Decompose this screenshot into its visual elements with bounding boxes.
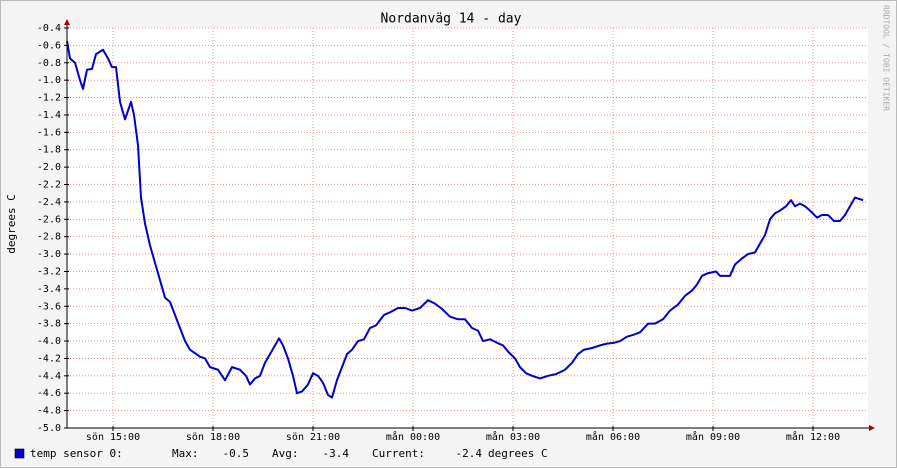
legend-swatch: [14, 448, 25, 459]
y-tick-label: -1.2: [37, 93, 61, 104]
axis-arrow: [64, 19, 70, 25]
y-tick-label: -3.6: [37, 301, 61, 312]
y-tick-label: -4.8: [37, 406, 61, 417]
watermark: RRDTOOL / TOBI OETIKER: [882, 5, 891, 111]
y-tick-label: -2.0: [37, 162, 61, 173]
y-tick-label: -2.6: [37, 214, 61, 225]
y-tick-label: -4.0: [37, 336, 61, 347]
y-tick-label: -2.4: [37, 197, 61, 208]
x-tick-label: sön 18:00: [186, 432, 240, 443]
x-tick-label: mån 06:00: [586, 430, 640, 443]
legend-label: temp sensor 0:: [30, 447, 123, 460]
marks: [66, 40, 864, 399]
x-tick-label: mån 00:00: [386, 430, 440, 443]
plot-area: [67, 28, 868, 428]
stat-value: -2.4: [456, 447, 483, 460]
y-tick-label: -1.0: [37, 75, 61, 86]
y-tick-label: -3.4: [37, 284, 61, 295]
y-tick-label: -4.4: [37, 371, 61, 382]
y-tick-label: -4.2: [37, 353, 61, 364]
y-tick-label: -2.8: [37, 232, 61, 243]
y-tick-label: -5.0: [37, 423, 61, 434]
line: [66, 40, 864, 399]
stat-label: Current:: [372, 447, 425, 460]
legend: temp sensor 0: Max: -0.5 Avg: -3.4 Current: -2…: [14, 447, 548, 460]
x-tick-label: mån 12:00: [786, 430, 840, 443]
y-tick-label: -4.6: [37, 388, 61, 399]
y-tick-label: -1.4: [37, 110, 61, 121]
y-tick-label: -1.8: [37, 145, 61, 156]
stat-value: -0.5: [223, 447, 250, 460]
stat-value: -3.4: [323, 447, 350, 460]
chart-title: Nordanväg 14 - day: [381, 12, 522, 27]
y-tick-label: -3.0: [37, 249, 61, 260]
stat-label: Max:: [172, 447, 199, 460]
x-tick-label: sön 21:00: [286, 432, 340, 443]
y-tick-label: -0.4: [37, 23, 61, 34]
y-tick-label: -2.2: [37, 180, 61, 191]
unit-label: degrees C: [488, 447, 548, 460]
y-tick-label: -3.2: [37, 266, 61, 277]
y-tick-label: -0.8: [37, 58, 61, 69]
y-tick-label: -0.6: [37, 40, 61, 51]
stat-label: Avg:: [272, 447, 299, 460]
y-tick-label: -1.6: [37, 127, 61, 138]
x-tick-label: mån 03:00: [486, 430, 540, 443]
y-axis-label: degrees C: [5, 194, 18, 254]
axis-arrow: [869, 425, 875, 431]
x-tick-label: sön 15:00: [86, 432, 140, 443]
x-tick-label: mån 09:00: [686, 430, 740, 443]
y-tick-label: -3.8: [37, 319, 61, 330]
